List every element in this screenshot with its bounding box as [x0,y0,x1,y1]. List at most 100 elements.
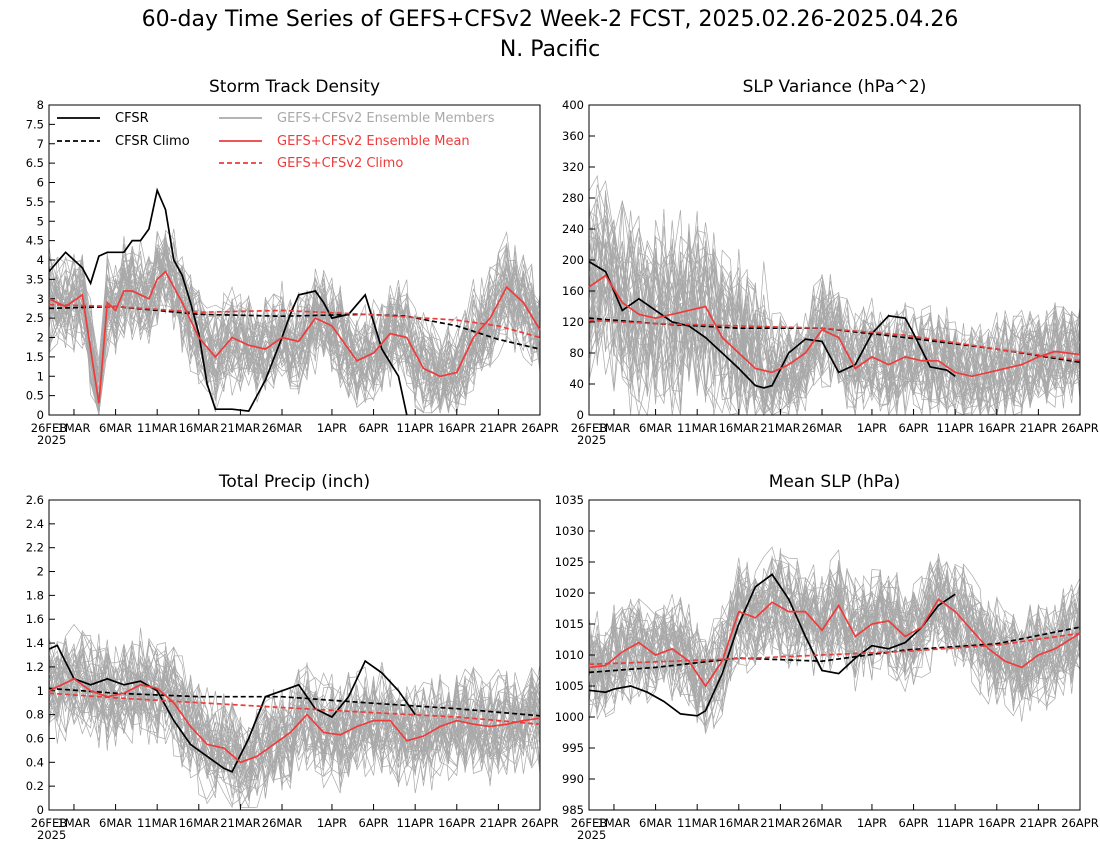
y-tick-label: 5.5 [26,195,44,209]
ensemble-member-line [48,255,541,402]
y-tick-label: 240 [562,222,584,236]
x-tick-label: 26MAR [262,816,302,830]
ensemble-member-line [588,548,1081,722]
ensemble-members [588,174,1081,417]
series-line-gefs-cfsv2-ensemble-mean [48,677,541,764]
legend-label: CFSR Climo [115,134,190,149]
ensemble-member-line [588,219,1081,415]
ensemble-member-line [48,263,541,390]
y-tick-label: 280 [562,191,584,205]
ensemble-member-line [48,646,541,774]
x-tick-label: 11MAR [677,421,717,435]
ensemble-member-line [48,648,541,799]
ensemble-member-line [588,573,1081,699]
y-tick-label: 4 [37,253,44,267]
x-tick-label: 6APR [359,421,389,435]
ensemble-member-line [48,229,541,407]
x-tick-label: 21MAR [760,421,800,435]
x-tick-label: 6APR [899,816,929,830]
y-tick-label: 6 [37,176,44,190]
y-tick-label: 120 [562,315,584,329]
panel-storm-track-density: Storm Track Density 0 0.5 1 1.5 2 2.5 3 3.5 4 4.5 5… [26,77,559,447]
x-tick-label: 11APR [936,421,973,435]
figure-subtitle: N. Pacific [500,37,600,62]
ensemble-member-line [48,658,541,782]
y-tick-label: 1020 [555,586,584,600]
y-tick-label: 40 [569,377,584,391]
x-tick-label: 16MAR [719,421,759,435]
y-tick-label: 0.8 [26,708,44,722]
ensemble-members [588,546,1081,734]
x-tick-label: 26MAR [802,421,842,435]
ensemble-member-line [48,242,541,415]
x-tick-label: 6MAR [99,421,132,435]
x-tick-label: 16APR [438,816,475,830]
y-tick-label: 2.5 [26,311,44,325]
x-tick-year-label: 2025 [577,433,606,447]
x-tick-label: 21APR [1020,421,1057,435]
y-tick-label: 1.8 [26,588,44,602]
plot-frame [48,499,541,811]
x-tick-label: 1MAR [597,421,630,435]
x-tick-label: 26MAR [262,421,302,435]
x-tick-label: 26APR [521,816,558,830]
x-tick-label: 26APR [1061,421,1098,435]
x-tick-label: 16APR [978,816,1015,830]
y-tick-label: 7.5 [26,117,44,131]
y-tick-label: 1.2 [26,660,44,674]
y-tick-label: 1.6 [26,612,44,626]
x-tick-label: 26FEB [31,816,68,830]
y-tick-label: 400 [562,98,584,112]
legend-label: GEFS+CFSv2 Ensemble Members [277,111,495,126]
y-tick-label: 2.2 [26,541,44,555]
y-tick-label: 1025 [555,555,584,569]
legend-label: GEFS+CFSv2 Climo [277,156,403,171]
y-tick-label: 8 [37,98,44,112]
chart-legend: CFSR CFSR Climo GEFS+CFSv2 Ensemble Member… [57,111,495,171]
x-tick-label: 11MAR [137,816,177,830]
ensemble-members [48,623,541,809]
ensemble-member-line [48,244,541,415]
x-tick-label: 26APR [1061,816,1098,830]
x-tick-label: 16MAR [179,816,219,830]
x-tick-label: 6APR [899,421,929,435]
ensemble-member-line [48,647,541,782]
y-tick-label: 1010 [555,648,584,662]
x-tick-label: 1APR [857,816,887,830]
panel-title: Mean SLP (hPa) [769,472,901,492]
x-tick-label: 21MAR [220,816,260,830]
y-tick-label: 985 [562,803,584,817]
x-tick-label: 6APR [359,816,389,830]
y-tick-label: 7 [37,137,44,151]
y-tick-label: 2 [37,331,44,345]
y-tick-label: 5 [37,214,44,228]
x-tick-label: 1MAR [57,816,90,830]
y-tick-label: 1 [37,684,44,698]
panel-total-precip: Total Precip (inch) 0 0.2 0.4 0.6 0.8 1 1.2 1.4 1… [26,472,559,842]
y-tick-label: 0 [577,408,584,422]
figure-title: 60-day Time Series of GEFS+CFSv2 Week-2 … [142,7,959,32]
ensemble-member-line [588,247,1081,416]
y-tick-label: 1015 [555,617,584,631]
panel-title: Total Precip (inch) [218,472,370,492]
ensemble-member-line [588,553,1081,720]
ensemble-member-line [588,190,1081,416]
ensemble-member-line [48,664,541,781]
x-tick-label: 1MAR [57,421,90,435]
ensemble-member-line [588,225,1081,406]
y-tick-label: 0.5 [26,389,44,403]
x-tick-year-label: 2025 [37,433,66,447]
ensemble-member-line [48,250,541,404]
panel-title: Storm Track Density [209,77,380,97]
panel-slp-variance: SLP Variance (hPa^2) 0 40 80 120 160 200 240 280… [562,77,1099,447]
series-line-cfsr [588,573,956,717]
series-line-cfsr-climo [588,626,1081,674]
y-tick-label: 320 [562,160,584,174]
x-tick-label: 26FEB [31,421,68,435]
y-tick-label: 0 [37,408,44,422]
ensemble-member-line [588,253,1081,401]
y-tick-label: 2.6 [26,493,44,507]
y-tick-label: 0.4 [26,755,44,769]
x-tick-label: 16MAR [719,816,759,830]
